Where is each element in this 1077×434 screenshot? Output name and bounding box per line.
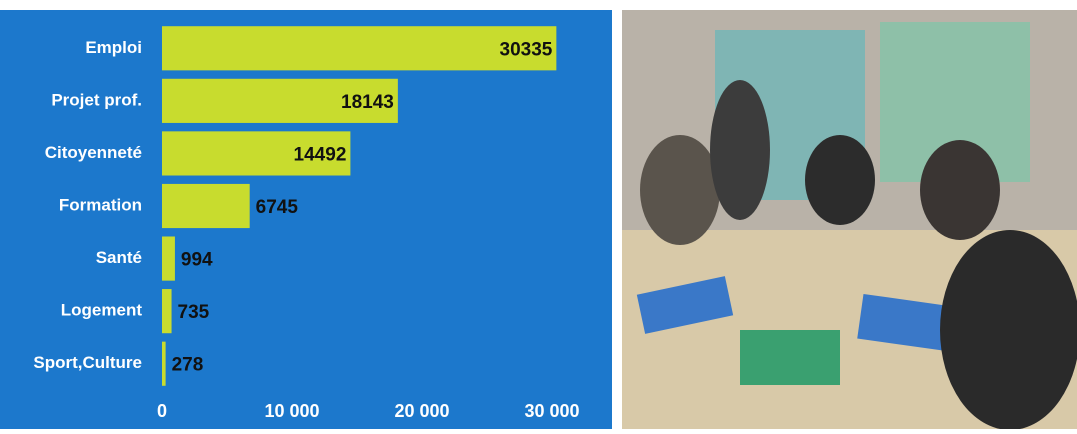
bar: [162, 236, 175, 281]
y-tick-label: Formation: [59, 195, 142, 214]
value-label: 30335: [500, 39, 553, 60]
value-label: 14492: [294, 144, 347, 165]
y-tick-label: Logement: [61, 301, 143, 320]
bar: [162, 26, 557, 71]
y-tick-label: Santé: [96, 248, 142, 267]
y-tick-label: Citoyenneté: [45, 143, 142, 162]
bar: [162, 341, 166, 386]
value-label: 18143: [341, 92, 394, 113]
value-label: 994: [181, 250, 213, 271]
x-tick-label: 30 000: [524, 401, 579, 421]
value-label: 278: [172, 355, 204, 376]
y-tick-label: Emploi: [85, 38, 142, 57]
y-tick-label: Projet prof.: [51, 90, 142, 109]
x-tick-label: 20 000: [394, 401, 449, 421]
x-tick-label: 0: [157, 401, 167, 421]
value-label: 6745: [256, 197, 299, 218]
x-tick-label: 10 000: [264, 401, 319, 421]
y-tick-label: Sport,Culture: [33, 353, 142, 372]
photo: [622, 10, 1077, 430]
bar: [162, 289, 172, 334]
value-label: 735: [178, 302, 210, 323]
bar: [162, 131, 351, 176]
bar: [162, 183, 250, 229]
bar: [162, 78, 398, 123]
